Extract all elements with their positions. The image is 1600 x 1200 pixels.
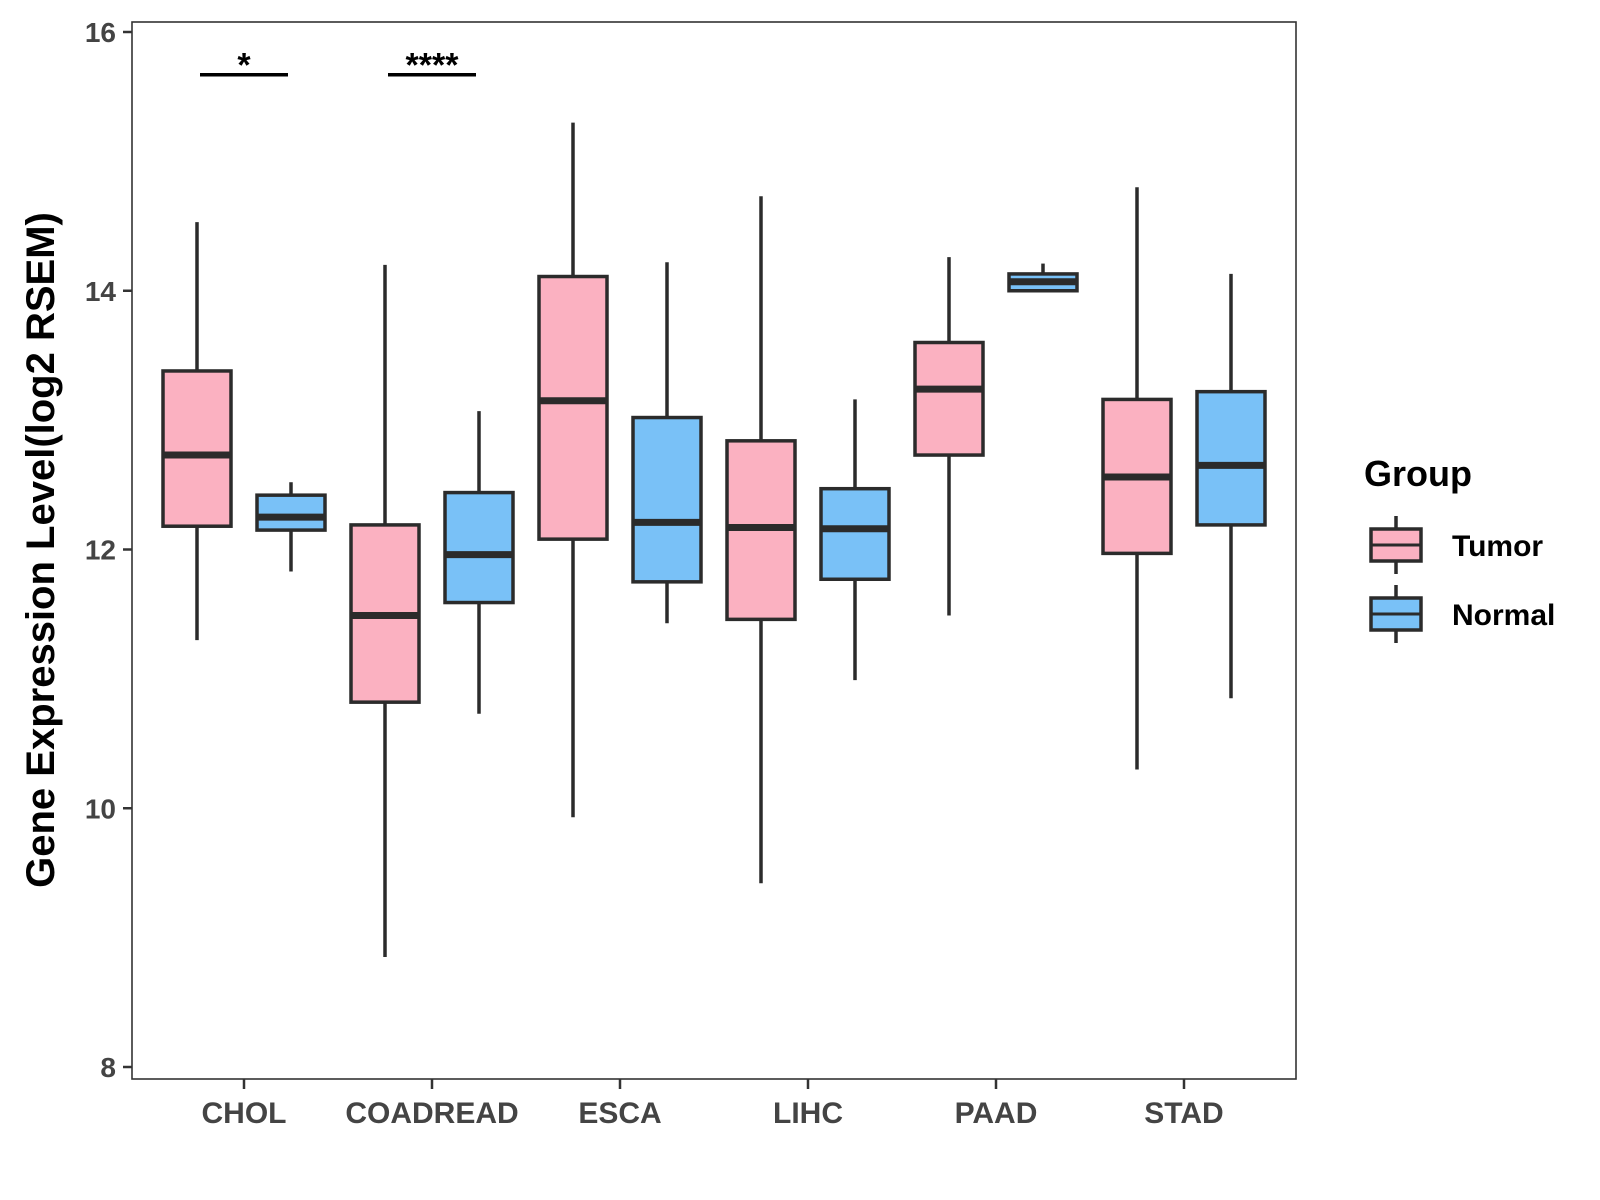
x-tick-label: LIHC	[773, 1097, 843, 1130]
box-body	[537, 274, 609, 541]
legend-label: Normal	[1452, 599, 1555, 632]
box-tumor-esca	[537, 122, 609, 818]
box-body	[819, 486, 891, 582]
box-body	[443, 490, 515, 605]
y-tick-label: 10	[85, 793, 116, 824]
box-tumor-chol	[161, 222, 233, 641]
legend: Group Tumor Normal	[1364, 453, 1555, 643]
box-tumor-stad	[1101, 187, 1173, 770]
y-tick-label: 8	[100, 1052, 116, 1083]
box-body	[913, 340, 985, 457]
box-normal-paad	[1007, 263, 1079, 293]
y-axis-title: Gene Expression Level(log2 RSEM)	[19, 212, 63, 888]
legend-label: Tumor	[1452, 530, 1543, 563]
series-normal	[255, 262, 1267, 714]
y-tick-label: 14	[85, 276, 117, 307]
legend-title: Group	[1364, 453, 1472, 494]
x-tick-label: ESCA	[578, 1097, 661, 1130]
box-body	[255, 493, 327, 532]
x-tick-label: COADREAD	[345, 1097, 518, 1130]
box-body	[161, 369, 233, 528]
box-normal-lihc	[819, 399, 891, 681]
box-tumor-lihc	[725, 196, 797, 884]
box-tumor-paad	[913, 257, 985, 616]
box-normal-chol	[255, 482, 327, 572]
y-tick-label: 16	[85, 17, 116, 48]
annotation-chol: *	[200, 47, 288, 85]
legend-entry-tumor: Tumor	[1369, 516, 1543, 574]
box-normal-coadread	[443, 411, 515, 714]
x-tick-label: STAD	[1144, 1097, 1223, 1130]
y-tick-label: 12	[85, 535, 116, 566]
annotation-coadread: ****	[388, 47, 476, 85]
boxplot-series	[161, 122, 1267, 958]
significance-label: ****	[406, 47, 460, 85]
legend-entry-normal: Normal	[1369, 585, 1555, 643]
x-axis: CHOL COADREAD ESCA LIHC PAAD STAD	[202, 1079, 1224, 1130]
box-body	[1195, 389, 1267, 527]
box-body	[631, 415, 703, 584]
significance-annotations: * ****	[200, 47, 476, 85]
significance-label: *	[237, 47, 251, 85]
box-tumor-coadread	[349, 264, 421, 958]
x-tick-label: CHOL	[202, 1097, 287, 1130]
series-tumor	[161, 122, 1173, 958]
y-axis: 8 10 12 14 16	[85, 17, 132, 1083]
x-tick-label: PAAD	[955, 1097, 1038, 1130]
box-normal-stad	[1195, 273, 1267, 699]
box-normal-esca	[631, 262, 703, 624]
